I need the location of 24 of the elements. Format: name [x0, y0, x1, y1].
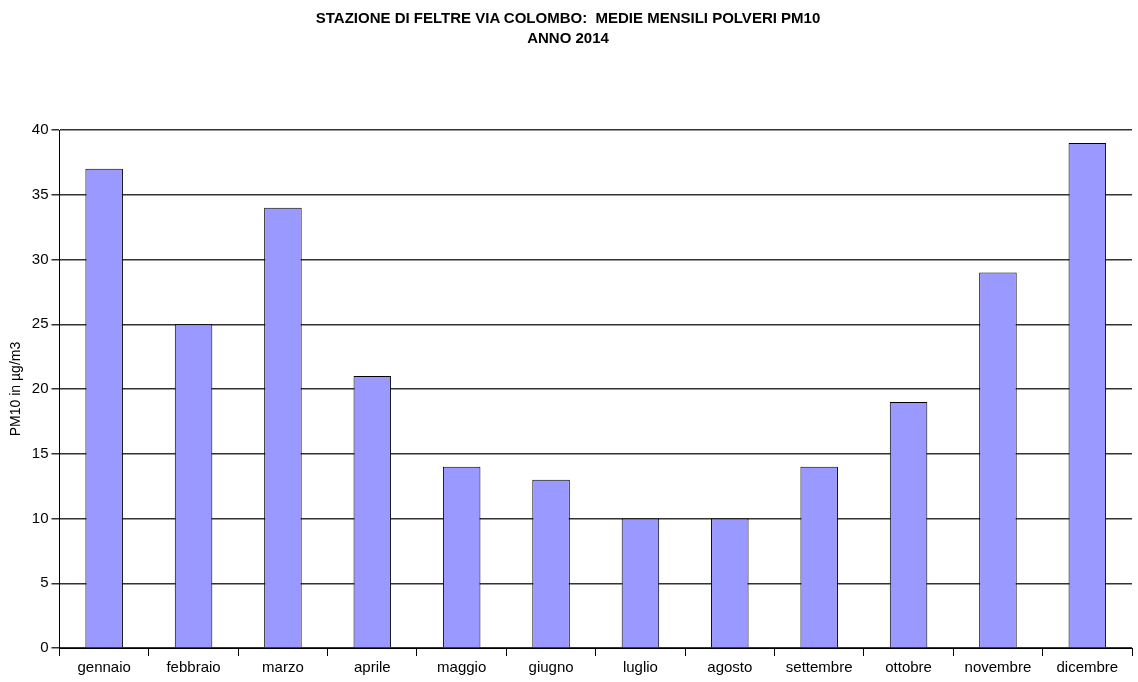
- x-tick-label: giugno: [528, 658, 574, 676]
- x-tick-label: gennaio: [77, 658, 131, 676]
- y-tick-label: 5: [40, 573, 49, 591]
- x-tick-label: luglio: [622, 658, 658, 676]
- x-tick-label: agosto: [707, 658, 753, 676]
- x-tick-label: ottobre: [885, 658, 932, 676]
- y-tick-label: 25: [31, 314, 49, 332]
- x-tick-label: marzo: [262, 658, 304, 676]
- y-tick-label: 35: [31, 184, 49, 202]
- y-tick-label: 10: [31, 508, 49, 526]
- y-tick-label: 15: [31, 443, 49, 461]
- x-tick-label: dicembre: [1056, 658, 1119, 676]
- y-tick-label: 30: [31, 249, 49, 267]
- y-tick-label: 0: [40, 638, 49, 656]
- x-tick-label: aprile: [353, 658, 391, 676]
- chart-subtitle: ANNO 2014: [527, 29, 610, 47]
- y-axis-title: PM10 in µg/m3: [7, 341, 24, 437]
- y-tick-label: 40: [31, 120, 49, 138]
- x-tick-label: maggio: [437, 658, 487, 676]
- x-tick-label: settembre: [785, 658, 853, 676]
- chart-title: STAZIONE DI FELTRE VIA COLOMBO: MEDIE MENSILI POLVERI PM10: [315, 9, 821, 27]
- x-tick-label: febbraio: [166, 658, 221, 676]
- y-tick-label: 20: [31, 379, 49, 397]
- x-tick-label: novembre: [964, 658, 1032, 676]
